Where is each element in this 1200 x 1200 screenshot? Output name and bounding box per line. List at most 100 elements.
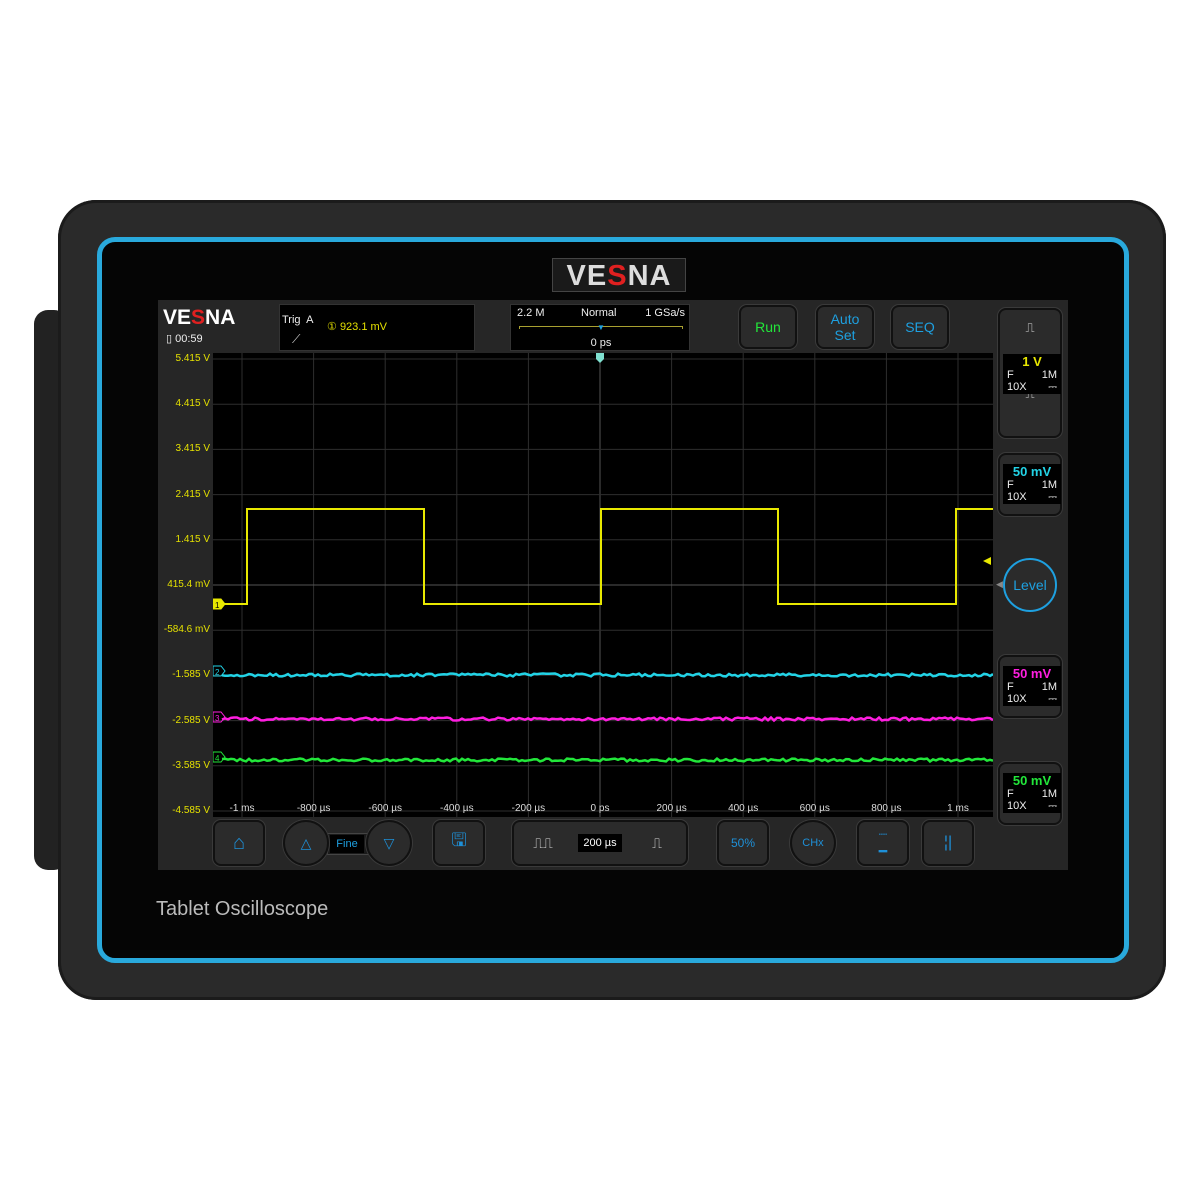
vertical-cursor-button[interactable]: ¦| [922, 820, 974, 866]
probe: 10X [1007, 491, 1027, 503]
channel-4-control[interactable]: 50 mV F 1M 10X ⎓ [998, 762, 1062, 825]
pulse-icon: ⎍ [1000, 320, 1060, 336]
channel-1-info: 1 V F 1M 10X ⎓ [1003, 354, 1061, 394]
dc-icon: ⎓ [1048, 491, 1057, 503]
probe: 10X [1007, 381, 1027, 393]
save-icon: 🖫 [451, 828, 466, 858]
channel-scale: 50 mV [1003, 464, 1061, 479]
x-axis-label: -600 µs [355, 803, 415, 814]
probe: 10X [1007, 800, 1027, 812]
timebase-value: 200 µs [578, 834, 621, 852]
dc-icon: ⎓ [1048, 693, 1057, 705]
x-axis-label: 600 µs [785, 803, 845, 814]
timebase-control: ⎍⎍ 200 µs ⎍ [512, 820, 688, 866]
auto-set-button[interactable]: Auto Set [816, 305, 874, 349]
channel-2-control[interactable]: 50 mV F 1M 10X ⎓ [998, 453, 1062, 516]
fifty-percent-button[interactable]: 50% [717, 820, 769, 866]
channel-3-info: 50 mV F 1M 10X ⎓ [1003, 666, 1061, 706]
triangle-up-icon: △ [301, 835, 312, 852]
channel-scale: 50 mV [1003, 773, 1061, 788]
run-button[interactable]: Run [739, 305, 797, 349]
trigger-source: A [306, 314, 313, 326]
impedance: 1M [1042, 681, 1057, 693]
y-axis-label: 2.415 V [158, 489, 210, 500]
level-arrow-icon: ◀ [996, 579, 1003, 590]
y-axis-label: 1.415 V [158, 534, 210, 545]
position-marker-icon: ▼ [597, 323, 605, 332]
impedance: 1M [1042, 369, 1057, 381]
channel-2-info: 50 mV F 1M 10X ⎓ [1003, 464, 1061, 504]
x-axis-label: 0 ps [570, 803, 630, 814]
up-button[interactable]: △ [283, 820, 329, 866]
brand-logo: VESNA [552, 258, 686, 292]
horizontal-position: 0 ps [511, 337, 691, 349]
clock: 00:59 [175, 333, 203, 345]
channel-marker-label: 1 [215, 601, 220, 610]
trigger-mode: Normal [581, 307, 616, 319]
coupling: F [1007, 479, 1014, 491]
channel-marker-label: 4 [215, 754, 220, 763]
down-button[interactable]: ▽ [366, 820, 412, 866]
horizontal-cursor-button[interactable]: ┈ ━ [857, 820, 909, 866]
battery-icon: ▯ [166, 333, 172, 345]
channel-4-info: 50 mV F 1M 10X ⎓ [1003, 773, 1061, 813]
channel-marker-label: 3 [215, 714, 220, 723]
triangle-down-icon: ▽ [384, 835, 395, 852]
acquisition-panel[interactable]: 2.2 M Normal 1 GSa/s ▼ 0 ps [510, 304, 690, 351]
coupling: F [1007, 681, 1014, 693]
channel-scale: 1 V [1003, 354, 1061, 369]
y-axis-label: 415.4 mV [158, 579, 210, 590]
impedance: 1M [1042, 788, 1057, 800]
y-axis-label: -2.585 V [158, 715, 210, 726]
dc-icon: ⎓ [1048, 800, 1057, 812]
memory-depth: 2.2 M [517, 307, 545, 319]
trigger-panel[interactable]: Trig A ⟋ ① 923.1 mV [279, 304, 475, 351]
dc-icon: ⎓ [1048, 381, 1057, 393]
probe: 10X [1007, 693, 1027, 705]
channel-1-control[interactable]: ⎍ 1 V F1M 10X⎓ ⎍ [998, 308, 1062, 438]
channel-marker-label: 2 [215, 668, 220, 677]
waveform-display[interactable]: 1 2 3 4 [213, 353, 993, 817]
y-axis-label: -4.585 V [158, 805, 210, 816]
vertical-cursor-icon: ¦| [944, 834, 952, 852]
auto-set-label: Set [834, 327, 855, 343]
y-axis-label: -1.585 V [158, 669, 210, 680]
home-icon: ⌂ [233, 832, 245, 855]
trigger-level: 923.1 mV [340, 321, 387, 333]
y-axis-label: 3.415 V [158, 443, 210, 454]
x-axis-label: 200 µs [642, 803, 702, 814]
oscilloscope-screen: VESNA ▯ 00:59 Trig A ⟋ ① 923.1 mV 2.2 M … [158, 300, 1068, 870]
home-button[interactable]: ⌂ [213, 820, 265, 866]
auto-set-label: Auto [831, 311, 860, 327]
timebase-decrease-button[interactable]: ⎍⎍ [514, 835, 572, 852]
level-button[interactable]: Level [1003, 558, 1057, 612]
timebase-increase-button[interactable]: ⎍ [628, 835, 686, 852]
app-logo: VESNA [163, 306, 235, 330]
coupling: F [1007, 369, 1014, 381]
x-axis-label: -400 µs [427, 803, 487, 814]
fine-toggle[interactable]: Fine [330, 835, 364, 853]
sample-rate: 1 GSa/s [645, 307, 685, 319]
channel-1-icon: ① [327, 321, 337, 333]
x-axis-label: -800 µs [284, 803, 344, 814]
y-axis-label: 5.415 V [158, 353, 210, 364]
trigger-label: Trig [282, 314, 301, 326]
x-axis-label: -200 µs [498, 803, 558, 814]
x-axis-label: 400 µs [713, 803, 773, 814]
x-axis-label: 1 ms [928, 803, 988, 814]
tagline: Tablet Oscilloscope [156, 898, 328, 921]
seq-button[interactable]: SEQ [891, 305, 949, 349]
rising-edge-icon: ⟋ [292, 332, 300, 347]
y-axis-label: -584.6 mV [158, 624, 210, 635]
impedance: 1M [1042, 479, 1057, 491]
channel-scale: 50 mV [1003, 666, 1061, 681]
channel-3-control[interactable]: 50 mV F 1M 10X ⎓ [998, 655, 1062, 718]
coupling: F [1007, 788, 1014, 800]
save-button[interactable]: 🖫 [433, 820, 485, 866]
y-axis-label: -3.585 V [158, 760, 210, 771]
chx-button[interactable]: CHx [790, 820, 836, 866]
horizontal-cursor-icon: ┈ ━ [879, 826, 887, 860]
y-axis-label: 4.415 V [158, 398, 210, 409]
status: ▯ 00:59 [166, 332, 203, 345]
x-axis-label: -1 ms [212, 803, 272, 814]
